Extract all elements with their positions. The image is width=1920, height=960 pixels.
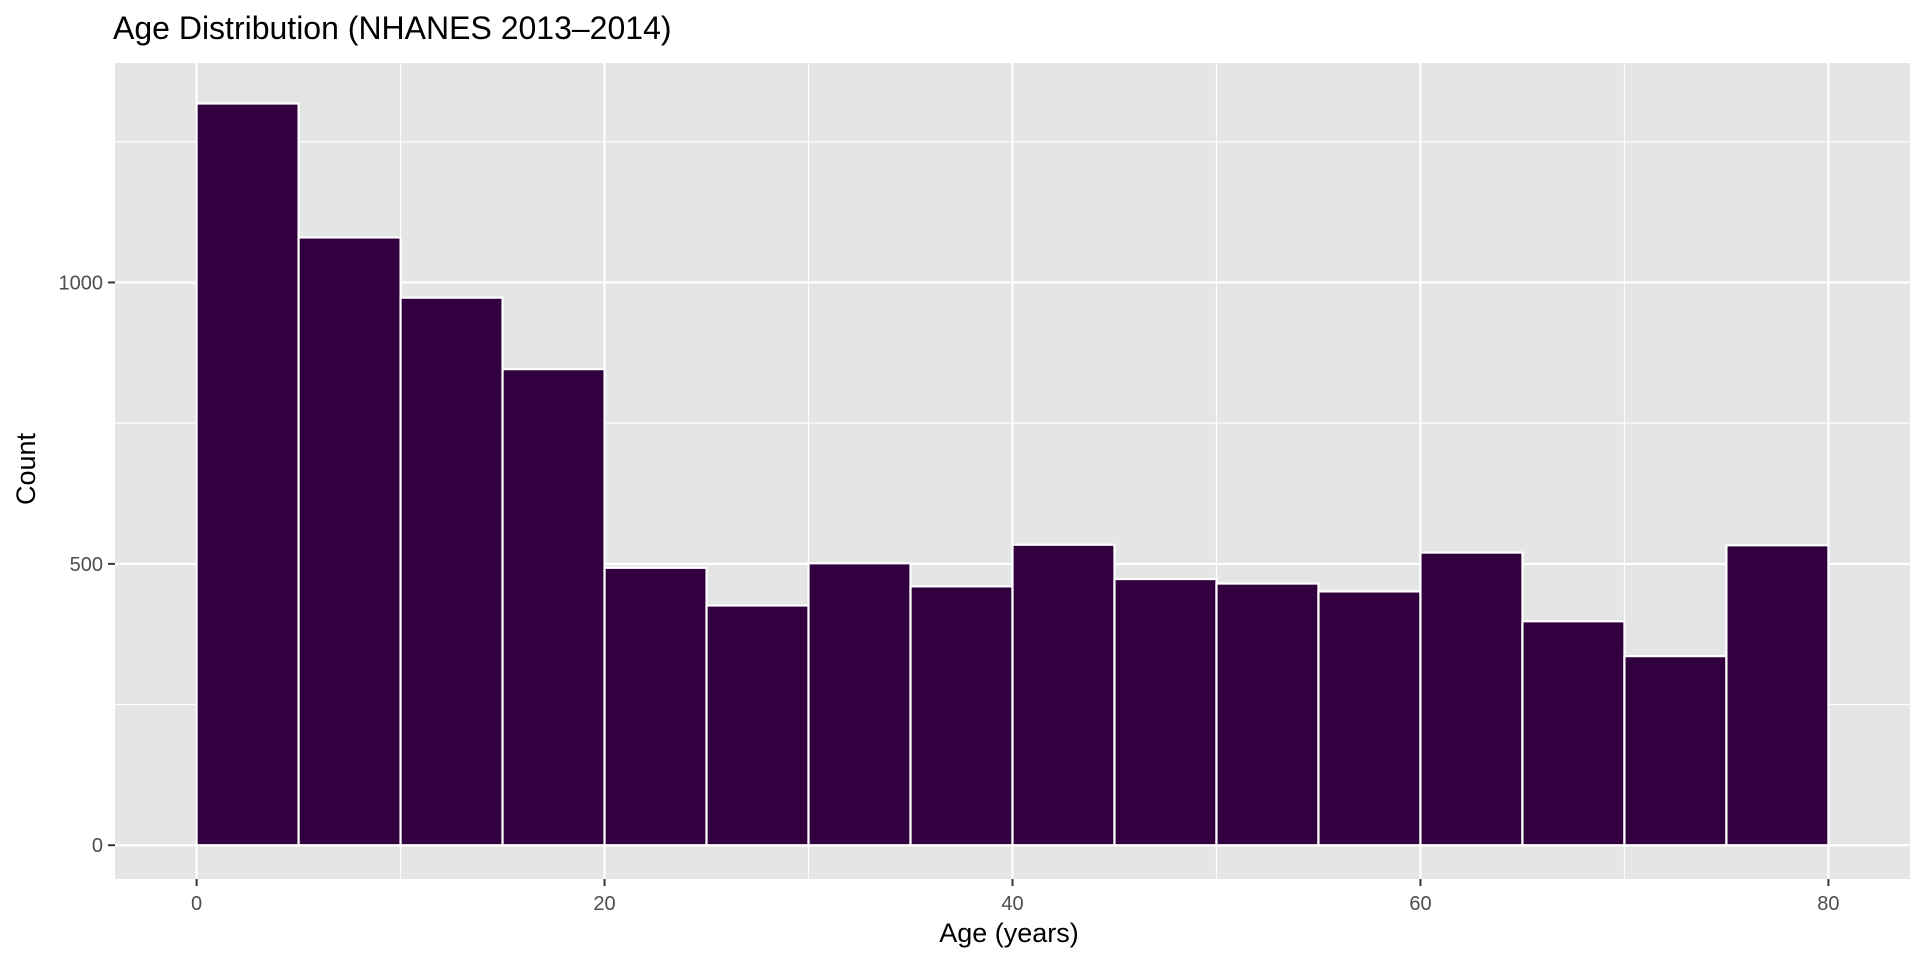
x-tick-label: 0 xyxy=(191,893,202,915)
histogram-bar xyxy=(1623,655,1728,847)
histogram-bar xyxy=(297,236,402,847)
histogram-bar xyxy=(807,562,912,847)
histogram-bar xyxy=(1215,582,1320,847)
x-axis-label: Age (years) xyxy=(939,918,1079,948)
axis-ticks xyxy=(108,281,1830,886)
x-tick-label: 80 xyxy=(1817,893,1839,915)
histogram-bar xyxy=(399,296,504,847)
x-tick-label: 40 xyxy=(1001,893,1023,915)
y-axis-label: Count xyxy=(11,432,41,505)
y-tick-label: 500 xyxy=(70,554,103,576)
histogram-bar xyxy=(1521,620,1626,847)
histogram-bar xyxy=(1113,577,1218,847)
histogram-bar xyxy=(501,368,606,847)
histogram-bar xyxy=(195,102,300,847)
histogram-bar xyxy=(1419,551,1524,847)
histogram-bar xyxy=(909,585,1014,847)
histogram-bar xyxy=(603,566,708,847)
y-axis-tick-labels: 0 500 1000 xyxy=(59,272,104,857)
x-axis-tick-labels: 0 20 40 60 80 xyxy=(191,893,1840,915)
histogram-bar xyxy=(1317,590,1422,847)
y-tick-label: 0 xyxy=(92,835,103,857)
x-tick-label: 20 xyxy=(593,893,615,915)
y-tick-label: 1000 xyxy=(59,272,104,294)
x-tick-label: 60 xyxy=(1409,893,1431,915)
histogram-bar xyxy=(1011,543,1116,847)
histogram-bar xyxy=(705,604,810,847)
histogram-bar xyxy=(1725,544,1830,847)
histogram-bars xyxy=(195,102,1830,847)
chart-title: Age Distribution (NHANES 2013–2014) xyxy=(113,10,672,46)
